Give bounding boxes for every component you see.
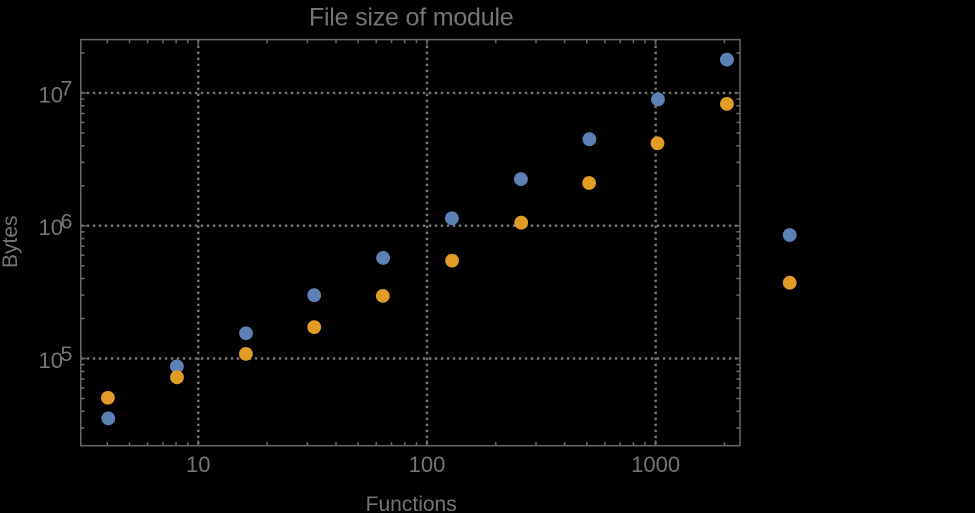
svg-text:10: 10 [39,82,63,107]
svg-text:Bytes: Bytes [0,215,22,268]
svg-text:File size of module: File size of module [309,4,514,32]
svg-text:1000: 1000 [631,452,680,477]
svg-text:6: 6 [61,209,73,233]
svg-text:10: 10 [39,215,63,240]
svg-text:10: 10 [39,348,63,373]
svg-text:5: 5 [61,342,73,366]
svg-text:Functions: Functions [366,493,457,513]
svg-text:10: 10 [186,452,210,477]
svg-text:100: 100 [409,452,446,477]
svg-text:7: 7 [61,77,73,101]
